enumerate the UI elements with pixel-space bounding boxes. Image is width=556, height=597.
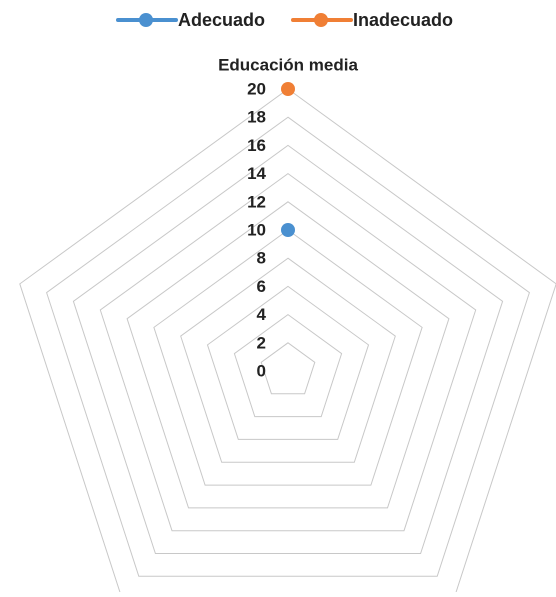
tick-label-20: 20 [247,80,266,99]
grid-ring-8 [180,257,396,463]
tick-label-16: 16 [247,136,266,155]
legend-item-adecuado: Adecuado [116,10,265,30]
tick-label-0: 0 [257,362,266,381]
tick-label-8: 8 [257,249,266,268]
category-label: Educación media [218,56,358,75]
tick-label-14: 14 [247,164,266,183]
grid-ring-4 [233,313,343,418]
tick-label-10: 10 [247,221,266,240]
tick-label-2: 2 [257,333,266,352]
series-markers [281,82,295,237]
grid-ring-20 [19,88,556,597]
legend: Adecuado Inadecuado [116,10,453,30]
legend-swatch-marker [139,13,153,27]
grid-ring-6 [206,285,370,440]
radar-grid [19,88,556,597]
legend-item-inadecuado: Inadecuado [291,10,453,30]
grid-ring-18 [46,116,530,577]
legend-label: Adecuado [178,10,265,30]
tick-label-6: 6 [257,277,266,296]
grid-ring-10 [153,229,423,486]
tick-label-4: 4 [257,305,267,324]
grid-ring-12 [126,201,450,509]
marker-inadecuado-0 [281,82,295,96]
category-labels: Educación media [218,56,358,75]
legend-label: Inadecuado [353,10,453,30]
tick-label-12: 12 [247,192,266,211]
radial-tick-labels: 0 2 4 6 8 10 12 14 16 18 20 [247,80,266,381]
tick-label-18: 18 [247,108,266,127]
grid-ring-14 [99,172,477,532]
legend-swatch-marker [314,13,328,27]
marker-adecuado-0 [281,223,295,237]
grid-ring-2 [260,342,316,395]
grid-ring-16 [72,144,504,554]
